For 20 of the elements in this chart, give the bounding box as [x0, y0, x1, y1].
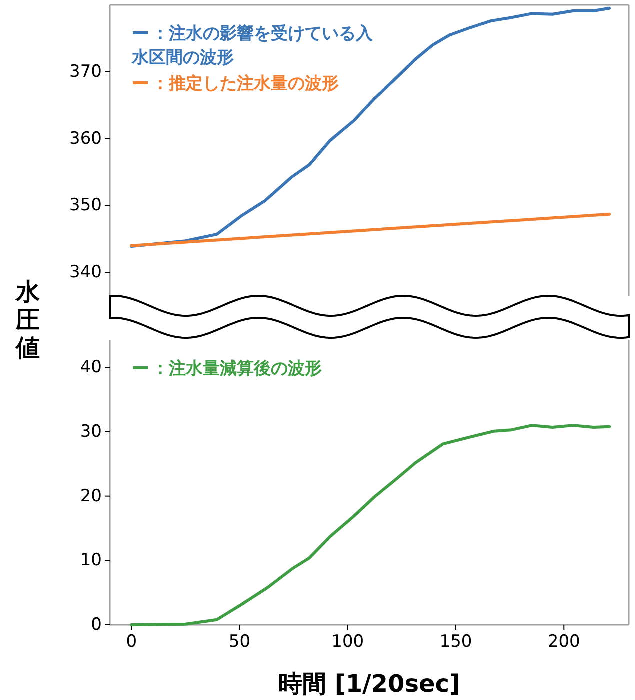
y-tick-label: 340: [70, 262, 102, 283]
y-tick-label: 370: [70, 62, 102, 82]
legend-item: ：推定した注水量の波形: [133, 74, 339, 94]
legend-item: ：注水の影響を受けている入水区間の波形: [132, 24, 373, 68]
y-tick-label: 0: [91, 615, 102, 635]
y-axis-title: 水圧値: [15, 278, 41, 362]
legend-item: ：注水量減算後の波形: [133, 359, 322, 379]
y-tick-label: 360: [70, 128, 102, 149]
y-tick-label: 40: [80, 358, 102, 378]
x-tick-label: 200: [548, 632, 580, 652]
y-tick-label: 20: [80, 486, 102, 506]
line-series: [130, 424, 612, 626]
x-axis-title: 時間 [1/20sec]: [278, 670, 460, 698]
y-tick-label: 350: [70, 196, 102, 216]
x-tick-label: 150: [440, 632, 472, 652]
x-tick-label: 0: [126, 632, 138, 652]
y-tick-label: 30: [80, 422, 102, 442]
y-tick-label: 10: [80, 550, 102, 571]
x-tick-label: 100: [332, 632, 364, 652]
x-tick-label: 50: [228, 632, 251, 652]
